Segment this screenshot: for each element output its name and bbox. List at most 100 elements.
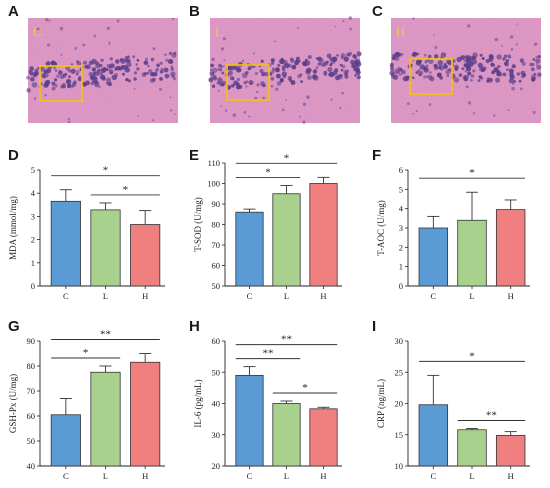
nucleus bbox=[256, 90, 259, 94]
nucleus bbox=[530, 67, 535, 72]
nucleus bbox=[116, 19, 120, 23]
nucleus bbox=[511, 86, 515, 91]
nucleus bbox=[326, 60, 329, 64]
nucleus bbox=[438, 66, 442, 69]
nucleus bbox=[208, 77, 214, 83]
nucleus bbox=[287, 63, 292, 68]
nucleus bbox=[171, 74, 175, 79]
nucleus bbox=[136, 58, 140, 62]
bar-l bbox=[90, 371, 121, 467]
nucleus bbox=[412, 112, 415, 115]
y-tick-label: 4 bbox=[31, 188, 36, 198]
y-tick-label: 70 bbox=[212, 240, 221, 250]
nucleus bbox=[341, 64, 346, 69]
nucleus bbox=[45, 61, 51, 66]
significance-marker: * bbox=[103, 165, 109, 177]
y-tick-label: 3 bbox=[399, 223, 403, 233]
nucleus bbox=[433, 34, 435, 36]
nucleus bbox=[424, 60, 427, 63]
nucleus bbox=[106, 26, 110, 30]
nucleus bbox=[135, 63, 138, 66]
nucleus bbox=[406, 102, 410, 105]
x-tick-label: C bbox=[247, 291, 253, 301]
nucleus bbox=[417, 69, 421, 73]
y-tick-label: 40 bbox=[212, 399, 221, 409]
nucleus bbox=[76, 61, 82, 66]
chart-f: 0 1 2 3 4 5 6 T-AOC (U/mg) C L H * bbox=[376, 165, 530, 301]
nucleus bbox=[416, 52, 420, 56]
nucleus bbox=[221, 71, 225, 75]
nucleus bbox=[316, 57, 319, 60]
nucleus bbox=[452, 59, 456, 63]
nucleus bbox=[105, 81, 109, 85]
nucleus bbox=[519, 87, 523, 91]
nucleus bbox=[108, 43, 111, 46]
nucleus bbox=[280, 77, 284, 82]
nucleus bbox=[125, 56, 128, 59]
histology-image-h: H bbox=[389, 17, 542, 123]
nucleus bbox=[428, 103, 432, 106]
nucleus bbox=[329, 63, 333, 67]
x-tick-label: L bbox=[284, 471, 289, 481]
nucleus bbox=[256, 83, 260, 87]
nucleus bbox=[491, 71, 495, 74]
nucleus bbox=[133, 77, 137, 81]
nucleus bbox=[66, 79, 72, 85]
nucleus bbox=[270, 58, 275, 63]
nucleus bbox=[31, 82, 38, 88]
nucleus bbox=[30, 66, 33, 69]
nucleus bbox=[506, 68, 509, 71]
nucleus bbox=[307, 55, 312, 59]
nucleus bbox=[496, 54, 502, 60]
significance-marker: ** bbox=[486, 410, 497, 422]
nucleus bbox=[507, 54, 511, 58]
nucleus bbox=[394, 68, 401, 75]
nucleus bbox=[279, 58, 285, 64]
nucleus bbox=[437, 60, 443, 66]
nucleus bbox=[120, 65, 126, 71]
nucleus bbox=[29, 66, 34, 71]
nucleus bbox=[270, 84, 274, 88]
nucleus bbox=[440, 52, 447, 58]
x-tick-label: H bbox=[508, 471, 514, 481]
nucleus bbox=[46, 68, 52, 74]
panel-letter-e: E bbox=[189, 147, 199, 164]
nucleus bbox=[328, 73, 331, 76]
nucleus bbox=[96, 70, 101, 76]
nucleus bbox=[44, 94, 47, 97]
nucleus bbox=[423, 68, 427, 71]
y-axis-label: T-AOC (U/mg) bbox=[376, 200, 386, 255]
nucleus bbox=[537, 72, 542, 77]
x-tick-label: C bbox=[430, 471, 436, 481]
nucleus bbox=[51, 81, 56, 86]
nucleus bbox=[43, 82, 49, 88]
nucleus bbox=[334, 25, 337, 28]
nucleus bbox=[67, 120, 71, 124]
nucleus bbox=[345, 69, 349, 73]
nucleus bbox=[211, 84, 216, 88]
nucleus bbox=[502, 57, 506, 61]
nucleus bbox=[415, 110, 418, 113]
y-tick-label: 110 bbox=[208, 158, 220, 168]
nucleus bbox=[151, 72, 156, 77]
nucleus bbox=[274, 67, 280, 73]
nucleus bbox=[521, 61, 526, 66]
nucleus bbox=[232, 113, 236, 117]
y-tick-label: 25 bbox=[395, 367, 404, 377]
y-tick-label: 0 bbox=[31, 281, 35, 291]
nucleus bbox=[467, 24, 471, 28]
significance-marker: * bbox=[469, 350, 475, 362]
x-tick-label: H bbox=[142, 291, 148, 301]
panel-letter-c: C bbox=[372, 3, 383, 20]
nucleus bbox=[412, 51, 418, 57]
bar-c bbox=[235, 374, 264, 467]
nucleus bbox=[60, 53, 63, 56]
nucleus bbox=[290, 80, 296, 85]
x-tick-label: L bbox=[103, 291, 108, 301]
nucleus bbox=[356, 75, 361, 80]
bar-c bbox=[235, 211, 264, 287]
nucleus bbox=[446, 74, 450, 77]
nucleus bbox=[439, 65, 445, 71]
